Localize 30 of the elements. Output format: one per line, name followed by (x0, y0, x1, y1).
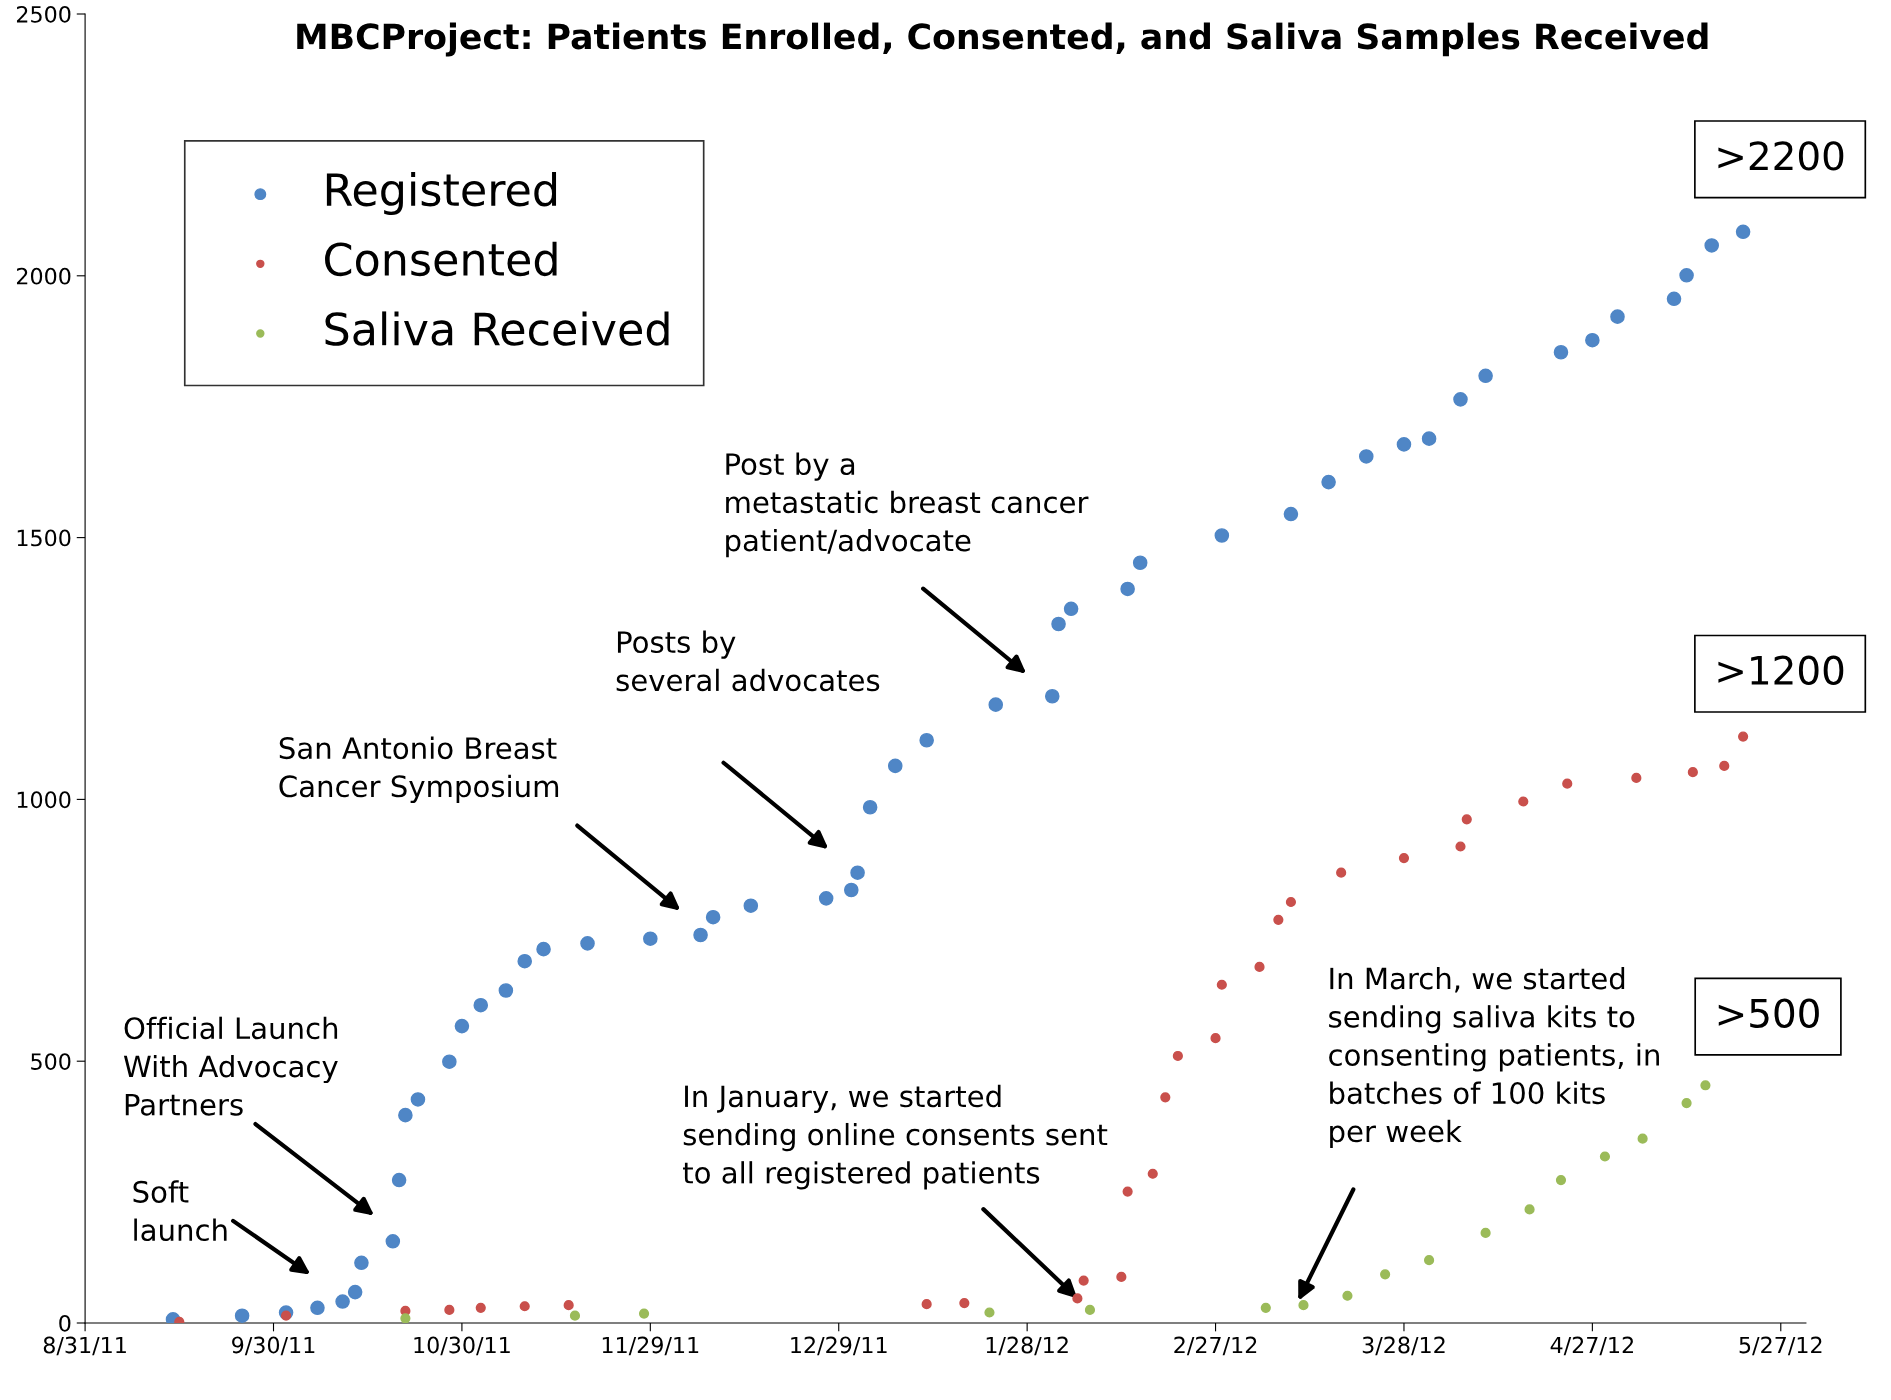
legend-label: Consented (325, 241, 557, 277)
annotation: Soft launch (133, 1180, 227, 1242)
y-tick-label: 1500 (17, 529, 71, 547)
chart-title: MBCProject: Patients Enrolled, Consented, and Saliva Samples Received (297, 22, 1708, 57)
x-tick-label: 11/29/11 (602, 1336, 699, 1356)
legend-label: Saliva Received (325, 311, 669, 346)
x-tick-label: 12/29/11 (791, 1336, 887, 1356)
x-tick-label: 10/30/11 (414, 1336, 510, 1356)
x-tick-label: 1/28/12 (986, 1336, 1068, 1356)
annotation: >1200 (1718, 655, 1844, 686)
annotation: In March, we started sending saliva kits to consenting patients, in batches of 100 kits per week (1329, 966, 1659, 1148)
x-tick-label: 2/27/12 (1174, 1336, 1257, 1356)
annotation: Official Launch With Advocacy Partners (123, 1016, 338, 1116)
x-tick-label: 5/27/12 (1739, 1336, 1822, 1356)
x-tick-label: 3/28/12 (1362, 1336, 1445, 1356)
annotation: Posts by several advocates (616, 630, 880, 692)
x-tick-label: 8/31/11 (43, 1336, 126, 1356)
y-tick-label: 500 (31, 1053, 71, 1070)
y-tick-label: 2500 (16, 5, 71, 23)
x-tick-label: 4/27/12 (1550, 1336, 1633, 1356)
x-tick-label: 9/30/11 (232, 1336, 315, 1356)
annotation: In January, we started sending online consents sent to all registered patients (683, 1084, 1108, 1190)
annotation: San Antonio Breast Cancer Symposium (279, 736, 559, 803)
y-tick-label: 1000 (17, 791, 71, 809)
annotation: Post by a metastatic breast cancer patient/advocate (726, 452, 1089, 558)
y-tick-label: 0 (59, 1314, 71, 1332)
annotation: >2200 (1718, 141, 1844, 171)
y-tick-label: 2000 (16, 267, 71, 285)
annotation: >500 (1718, 998, 1819, 1028)
legend-label: Registered (326, 172, 557, 216)
